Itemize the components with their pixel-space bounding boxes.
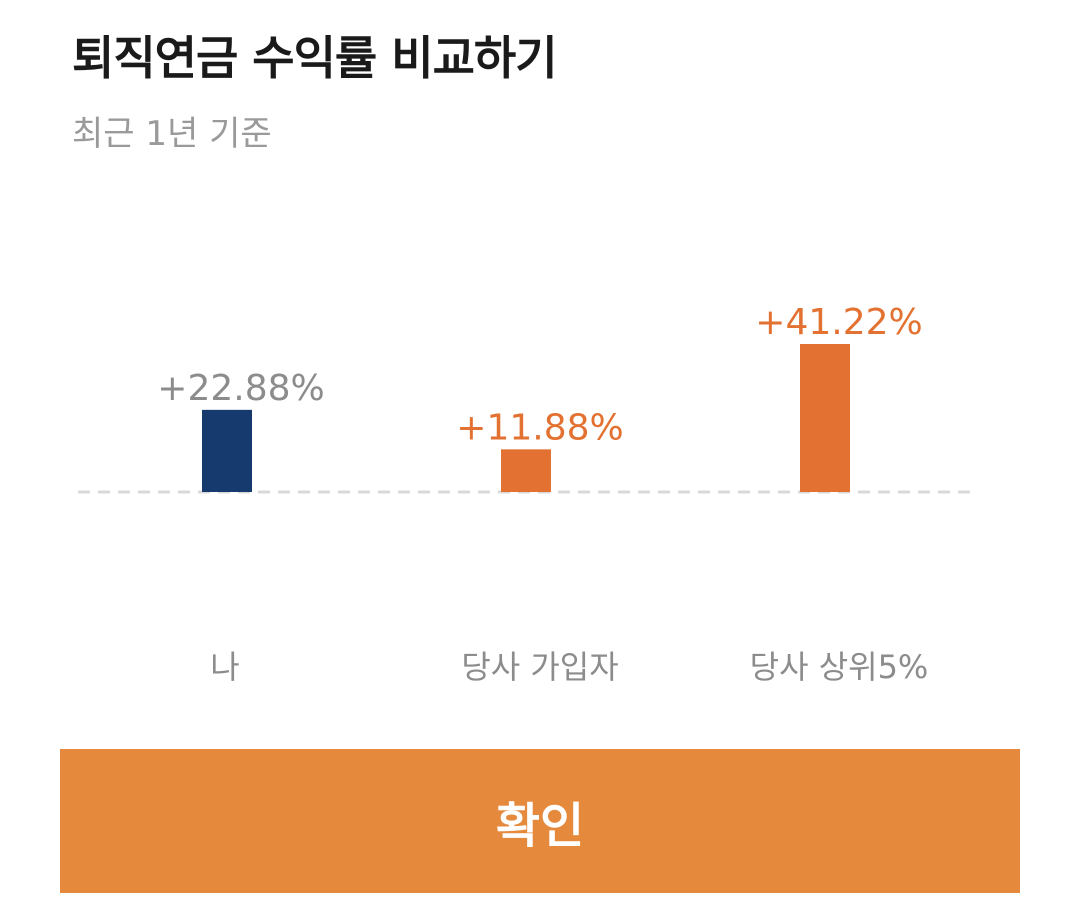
chart-value-label: +41.22%: [755, 302, 922, 343]
chart-bar: [202, 409, 252, 492]
chart-value-label: +11.88%: [456, 407, 623, 448]
page-subtitle: 최근 1년 기준: [72, 114, 272, 154]
chart-category-label: 나: [210, 648, 239, 686]
chart-bar: [501, 449, 551, 492]
confirm-button[interactable]: 확인: [60, 749, 1020, 893]
return-comparison-chart: +22.88% 나 +11.88% 당사 가입자 +41.22% 당사 상위5%: [78, 302, 978, 686]
chart-category-label: 당사 가입자: [461, 648, 618, 686]
chart-category-label: 당사 상위5%: [750, 648, 929, 686]
chart-value-label: +22.88%: [157, 368, 324, 409]
page-title: 퇴직연금 수익률 비교하기: [72, 31, 558, 85]
chart-bar: [800, 344, 850, 492]
